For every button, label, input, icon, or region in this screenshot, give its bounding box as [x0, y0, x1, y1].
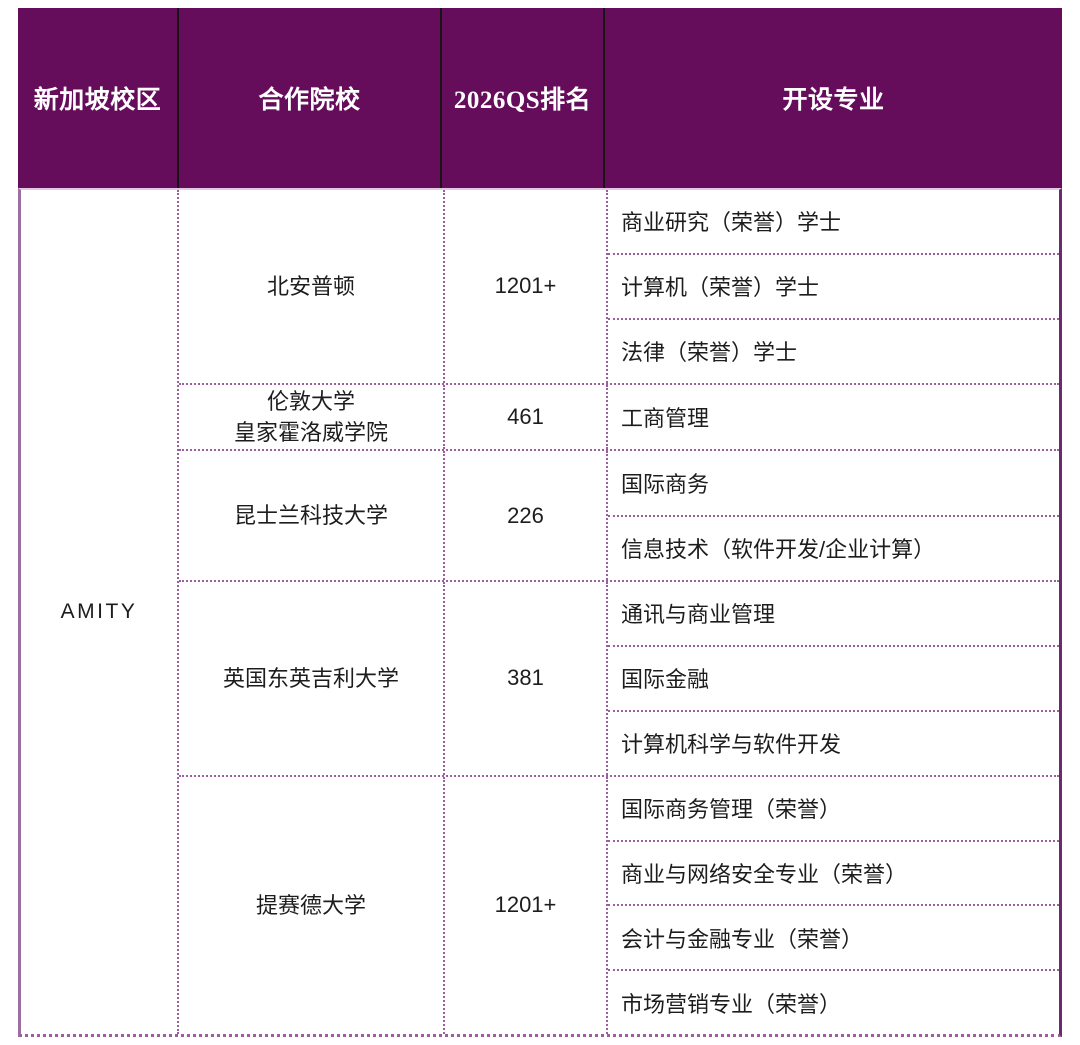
major-item: 信息技术（软件开发/企业计算）	[621, 537, 936, 563]
major-item: 国际商务	[608, 451, 1059, 517]
campus-label: AMITY	[60, 600, 138, 623]
column-header-major: 开设专业	[603, 8, 1062, 188]
major-list: 工商管理	[606, 384, 1059, 450]
column-header-qs-rank: 2026QS排名	[440, 8, 603, 188]
partner-university-name: 英国东英吉利大学	[222, 665, 399, 691]
major-item: 国际金融	[608, 647, 1059, 712]
column-header-partner-university: 合作院校	[177, 8, 440, 188]
qs-rank-value: 1201+	[443, 190, 606, 383]
major-item: 国际商务管理（荣誉）	[608, 777, 1059, 842]
major-item: 会计与金融专业（荣誉）	[608, 906, 1059, 972]
table-row: 昆士兰科技大学 226 国际商务信息技术（软件开发/企业计算）	[179, 451, 1059, 582]
column-header-campus: 新加坡校区	[33, 86, 162, 114]
partner-university-name: 提赛德大学	[255, 892, 366, 918]
major-item: 工商管理	[621, 406, 710, 432]
qs-rank-value: 226	[443, 451, 606, 580]
major-item: 商业与网络安全专业（荣誉）	[608, 842, 1059, 907]
table-body: AMITY 北安普顿 1201+ 商业研究（荣誉）学士 计算机（荣誉）学士 法律（荣誉）…	[18, 188, 1062, 1037]
major-list: 商业研究（荣誉）学士 计算机（荣誉）学士法律（荣誉）学士	[606, 190, 1059, 383]
major-list: 国际商务信息技术（软件开发/企业计算）	[606, 451, 1059, 580]
university-rows-container: 北安普顿 1201+ 商业研究（荣誉）学士 计算机（荣誉）学士 法律（荣誉）学士 伦敦大学…	[177, 190, 1059, 1034]
major-item: 商业研究（荣誉）学士	[608, 190, 1059, 255]
major-item: 市场营销专业（荣誉）	[621, 991, 842, 1017]
table-row: 伦敦大学 皇家霍洛威学院 461 工商管理	[179, 384, 1059, 452]
major-item: 通讯与商业管理	[608, 582, 1059, 647]
partner-university-name: 昆士兰科技大学	[233, 502, 388, 528]
qs-rank-value: 381	[443, 581, 606, 775]
partner-university-name: 伦敦大学 皇家霍洛威学院	[233, 388, 388, 446]
table-header-row: 新加坡校区 合作院校 2026QS排名 开设专业	[18, 8, 1062, 188]
major-list: 通讯与商业管理 国际金融计算机科学与软件开发	[606, 581, 1059, 775]
qs-rank-value: 461	[443, 384, 606, 450]
major-list: 国际商务管理（荣誉） 商业与网络安全专业（荣誉） 会计与金融专业（荣誉） 市场营销专业…	[606, 776, 1059, 1034]
table-row: 提赛德大学 1201+ 国际商务管理（荣誉） 商业与网络安全专业（荣誉） 会计与金融专业…	[179, 776, 1059, 1034]
campus-cell: AMITY	[21, 190, 177, 1034]
table-row: 英国东英吉利大学 381 通讯与商业管理 国际金融计算机科学与软件开发	[179, 581, 1059, 777]
partner-university-name: 北安普顿	[266, 273, 355, 299]
table-row: 北安普顿 1201+ 商业研究（荣誉）学士 计算机（荣誉）学士法律（荣誉）学士	[179, 190, 1059, 385]
major-item: 计算机（荣誉）学士	[608, 255, 1059, 320]
qs-rank-value: 1201+	[443, 776, 606, 1034]
major-item: 计算机科学与软件开发	[621, 732, 842, 758]
major-item: 法律（荣誉）学士	[621, 340, 798, 366]
